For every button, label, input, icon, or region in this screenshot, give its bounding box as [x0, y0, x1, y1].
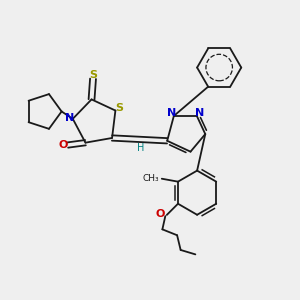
Text: N: N	[194, 108, 204, 118]
Text: O: O	[156, 209, 165, 219]
Text: O: O	[59, 140, 68, 150]
Text: S: S	[115, 103, 123, 113]
Text: S: S	[89, 70, 97, 80]
Text: H: H	[137, 142, 145, 153]
Text: N: N	[65, 113, 74, 123]
Text: N: N	[167, 108, 176, 118]
Text: CH₃: CH₃	[142, 174, 159, 183]
